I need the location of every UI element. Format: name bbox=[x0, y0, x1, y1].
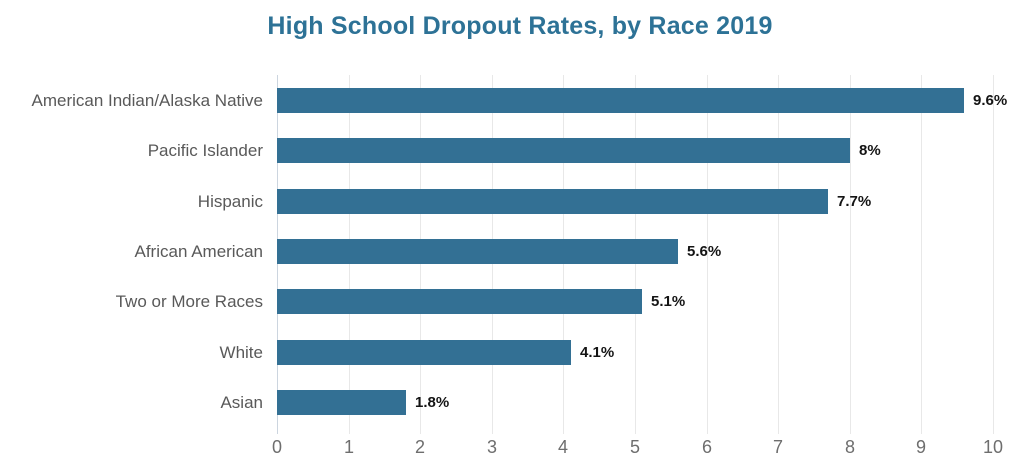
bar-value-label: 1.8% bbox=[415, 394, 450, 411]
category-label: Pacific Islander bbox=[147, 141, 263, 160]
plot-area: 9.6% 8% 7.7% 5.6% 5.1% 4.1% 1.8% bbox=[277, 75, 1007, 434]
category-label: Asian bbox=[220, 393, 263, 412]
bar bbox=[277, 88, 964, 113]
chart-title: High School Dropout Rates, by Race 2019 bbox=[267, 12, 773, 40]
x-tick-label: 10 bbox=[982, 437, 1004, 457]
x-tick-label: 3 bbox=[486, 437, 497, 457]
bar-value-label: 4.1% bbox=[580, 344, 615, 361]
x-tick-label: 0 bbox=[271, 437, 282, 457]
bar-value-label: 5.1% bbox=[651, 293, 686, 310]
gridline bbox=[993, 75, 994, 434]
x-tick-label: 5 bbox=[629, 437, 640, 457]
x-tick-label: 8 bbox=[844, 437, 855, 457]
bar-value-label: 9.6% bbox=[973, 92, 1008, 109]
x-tick-label: 7 bbox=[772, 437, 783, 457]
bar bbox=[277, 239, 678, 264]
gridline bbox=[921, 75, 922, 434]
bar bbox=[277, 340, 571, 365]
category-label: African American bbox=[134, 242, 264, 261]
bar bbox=[277, 138, 850, 163]
bar-value-label: 5.6% bbox=[687, 243, 722, 260]
bar bbox=[277, 289, 642, 314]
bar-value-label: 8% bbox=[859, 142, 881, 159]
category-label: American Indian/Alaska Native bbox=[31, 91, 263, 110]
gridline bbox=[778, 75, 779, 434]
category-label: White bbox=[219, 343, 263, 362]
x-tick-label: 9 bbox=[915, 437, 926, 457]
x-tick-label: 1 bbox=[343, 437, 354, 457]
bar bbox=[277, 390, 406, 415]
x-tick-label: 6 bbox=[701, 437, 712, 457]
x-tick-label: 2 bbox=[414, 437, 425, 457]
gridline bbox=[850, 75, 851, 434]
category-label: Hispanic bbox=[197, 192, 263, 211]
gridline bbox=[707, 75, 708, 434]
category-label: Two or More Races bbox=[115, 292, 263, 311]
bar-value-label: 7.7% bbox=[837, 193, 872, 210]
x-tick-label: 4 bbox=[557, 437, 568, 457]
bar bbox=[277, 189, 828, 214]
